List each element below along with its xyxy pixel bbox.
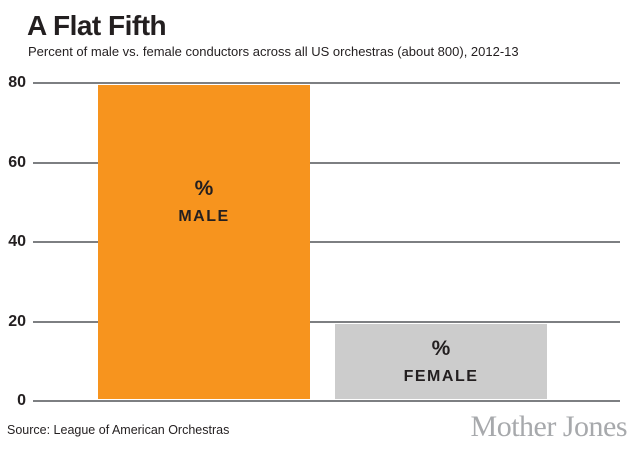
bar-male-category-label: MALE [178, 208, 230, 225]
bar-female: % FEMALE [335, 323, 547, 399]
bar-female-label: % FEMALE [335, 337, 547, 386]
gridline: 0 [17, 392, 620, 409]
y-axis-tick-label: 80 [8, 74, 26, 91]
gridline: 40 [8, 233, 620, 250]
y-axis-tick-label: 60 [8, 153, 26, 171]
plot-area: 0 20 40 60 80 % MALE % FEMALE [0, 74, 631, 409]
y-axis-tick-label: 0 [17, 392, 26, 409]
bar-female-category-label: FEMALE [403, 367, 479, 385]
bar-male: % MALE [98, 85, 310, 399]
gridline: 20 [8, 313, 620, 330]
chart-title: A Flat Fifth [27, 10, 167, 41]
chart-subtitle: Percent of male vs. female conductors ac… [28, 44, 519, 59]
bar-female-percent-symbol: % [431, 336, 451, 360]
bar-male-percent-symbol: % [194, 177, 214, 200]
y-axis-tick-label: 40 [8, 233, 26, 250]
y-axis-tick-label: 20 [8, 312, 26, 330]
source-note: Source: League of American Orchestras [7, 423, 230, 437]
motherjones-logo: Mother Jones [470, 410, 628, 443]
bar-male-label: % MALE [98, 177, 310, 226]
gridline: 60 [8, 154, 620, 171]
gridline: 80 [8, 74, 620, 91]
